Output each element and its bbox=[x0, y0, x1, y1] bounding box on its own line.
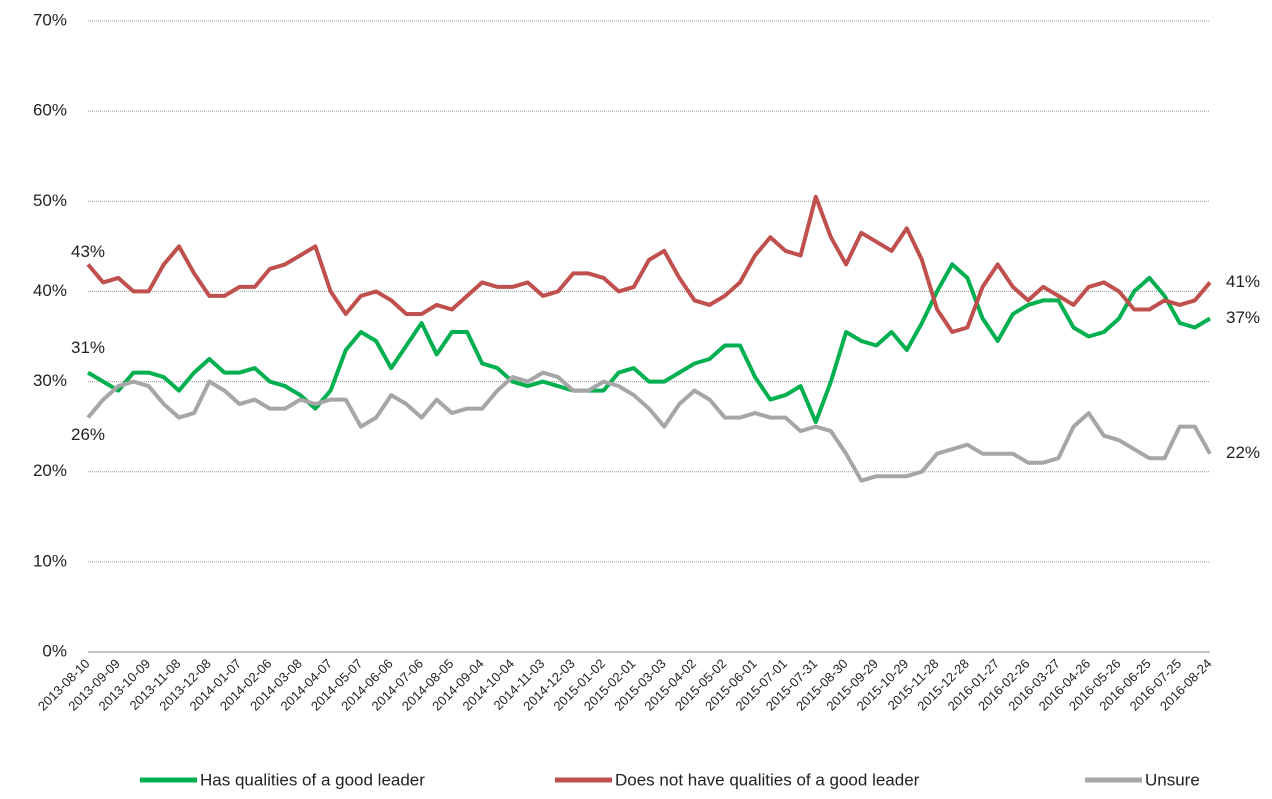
y-tick-label: 20% bbox=[33, 461, 67, 480]
y-tick-label: 40% bbox=[33, 281, 67, 300]
data-label: 43% bbox=[71, 242, 105, 261]
data-label: 22% bbox=[1226, 443, 1260, 462]
y-tick-label: 0% bbox=[42, 641, 67, 660]
legend-label: Has qualities of a good leader bbox=[200, 770, 425, 789]
y-tick-label: 60% bbox=[33, 101, 67, 120]
series-line bbox=[86, 370, 1212, 483]
y-tick-label: 30% bbox=[33, 371, 67, 390]
y-tick-label: 70% bbox=[33, 10, 67, 29]
data-label: 26% bbox=[71, 425, 105, 444]
y-tick-label: 50% bbox=[33, 191, 67, 210]
series-line bbox=[86, 262, 1212, 425]
y-tick-label: 10% bbox=[33, 551, 67, 570]
series-line bbox=[86, 194, 1212, 334]
legend-label: Does not have qualities of a good leader bbox=[615, 770, 920, 789]
legend-label: Unsure bbox=[1145, 770, 1200, 789]
data-label: 37% bbox=[1226, 308, 1260, 327]
data-label: 31% bbox=[71, 338, 105, 357]
data-label: 41% bbox=[1226, 272, 1260, 291]
